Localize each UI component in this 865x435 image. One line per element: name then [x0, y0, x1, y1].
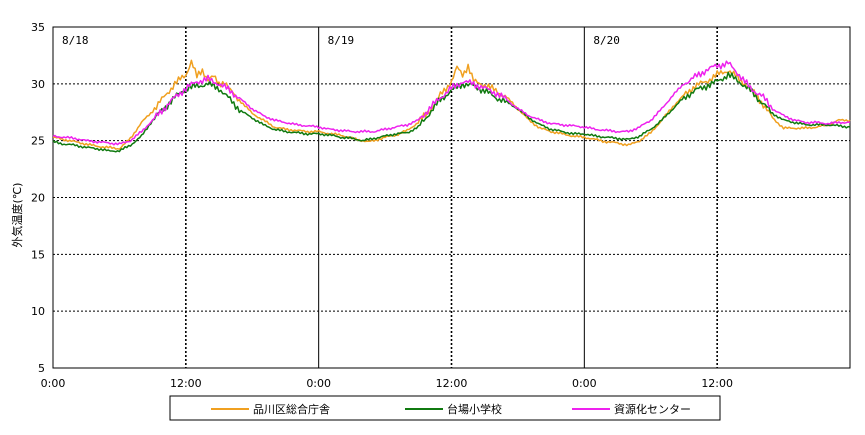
legend-frame [169, 395, 721, 421]
x-tick-label: 0:00 [306, 377, 331, 390]
day-label: 8/18 [62, 34, 89, 47]
legend: 品川区総合庁舎 台場小学校 資源化センター [169, 395, 721, 421]
y-tick-label: 15 [31, 248, 45, 261]
y-tick-label: 35 [31, 21, 45, 34]
y-axis-ticks: 5 10 15 20 25 30 35 [31, 21, 45, 375]
y-axis-label: 外気温度(℃) [10, 183, 24, 248]
y-tick-label: 10 [31, 305, 45, 318]
x-tick-label: 12:00 [436, 377, 468, 390]
x-tick-label: 12:00 [170, 377, 202, 390]
x-axis-ticks: 0:00 12:00 0:00 12:00 0:00 12:00 [41, 377, 733, 390]
y-tick-label: 5 [38, 362, 45, 375]
legend-label-shinagawa: 品川区総合庁舎 [253, 402, 330, 416]
x-tick-label: 12:00 [701, 377, 733, 390]
day-label: 8/19 [328, 34, 355, 47]
x-tick-label: 0:00 [41, 377, 66, 390]
day-labels: 8/18 8/19 8/20 [62, 34, 620, 47]
y-tick-label: 25 [31, 135, 45, 148]
y-tick-label: 30 [31, 78, 45, 91]
series-line-2 [52, 60, 851, 146]
plot-area-frame [52, 26, 851, 369]
y-tick-label: 20 [31, 192, 45, 205]
legend-label-daiba: 台場小学校 [447, 402, 502, 416]
series-line-0 [52, 59, 851, 150]
x-tick-label: 0:00 [572, 377, 597, 390]
grid-lines [53, 27, 850, 368]
series-lines [52, 59, 851, 153]
legend-label-shigenka: 資源化センター [614, 402, 691, 416]
day-label: 8/20 [593, 34, 620, 47]
